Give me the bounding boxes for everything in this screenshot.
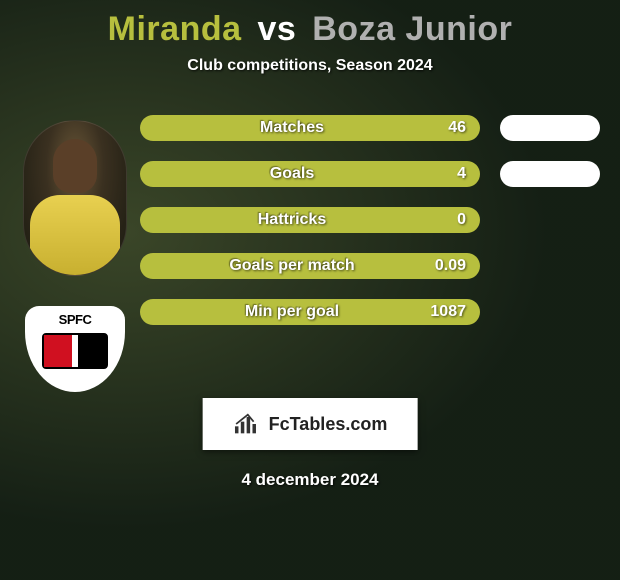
club-badge-text: SPFC: [59, 312, 92, 327]
subtitle: Club competitions, Season 2024: [0, 57, 620, 75]
stat-value: 4: [430, 165, 466, 183]
stat-label: Matches: [154, 119, 430, 137]
stat-row: Goals per match 0.09: [140, 253, 490, 279]
stat-row: Hattricks 0: [140, 207, 490, 233]
stat-value: 1087: [430, 303, 466, 321]
date-text: 4 december 2024: [203, 470, 418, 490]
player1-avatar: [23, 120, 127, 276]
player2-pill: [500, 115, 600, 141]
stat-label: Goals: [154, 165, 430, 183]
player1-column: SPFC: [10, 115, 140, 392]
vs-text: vs: [257, 10, 296, 48]
player2-pill: [500, 161, 600, 187]
player2-column: [490, 115, 610, 187]
chart-icon: [233, 412, 261, 436]
stat-value: 46: [430, 119, 466, 137]
stat-value: 0: [430, 211, 466, 229]
player1-name: Miranda: [108, 10, 242, 48]
stats-bars: Matches 46 Goals 4 Hattricks 0 Goals per…: [140, 115, 490, 325]
stat-row: Goals 4: [140, 161, 490, 187]
club-badge: SPFC: [25, 306, 125, 392]
comparison-title: Miranda vs Boza Junior: [0, 10, 620, 49]
stat-value: 0.09: [430, 257, 466, 275]
player2-name: Boza Junior: [312, 10, 512, 48]
brand-text: FcTables.com: [269, 414, 388, 435]
stat-label: Min per goal: [154, 303, 430, 321]
brand-box: FcTables.com: [203, 398, 418, 450]
stat-row: Matches 46: [140, 115, 490, 141]
stat-label: Goals per match: [154, 257, 430, 275]
stat-row: Min per goal 1087: [140, 299, 490, 325]
stat-label: Hattricks: [154, 211, 430, 229]
